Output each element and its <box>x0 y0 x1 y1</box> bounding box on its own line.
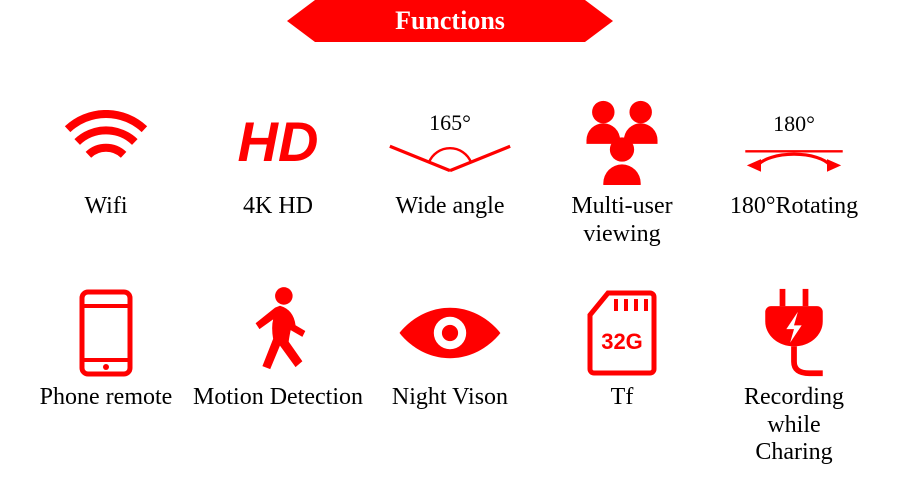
feature-label: Wide angle <box>396 193 505 221</box>
feature-tf: 32G Tf <box>536 288 708 467</box>
feature-grid: Wifi HD 4K HD 165° Wide angle <box>0 97 900 467</box>
feature-charging: Recording while Charing <box>708 288 880 467</box>
phone-icon <box>78 288 134 378</box>
rotating-degree-text: 180° <box>773 111 815 137</box>
feature-label: Motion Detection <box>193 384 363 412</box>
feature-hd: HD 4K HD <box>192 97 364 248</box>
rotating-icon: 180° <box>739 97 849 187</box>
plug-icon <box>754 288 834 378</box>
feature-wide-angle: 165° Wide angle <box>364 97 536 248</box>
feature-label: Tf <box>611 384 634 412</box>
feature-label: 4K HD <box>243 193 313 221</box>
feature-label: Wifi <box>84 193 127 221</box>
eye-icon <box>396 288 504 378</box>
sd-card-icon: 32G <box>586 288 658 378</box>
sd-capacity-text: 32G <box>601 329 643 354</box>
feature-multi-user: Multi-user viewing <box>536 97 708 248</box>
header-banner: Functions <box>315 0 585 42</box>
feature-label: Multi-user viewing <box>571 193 672 248</box>
feature-wifi: Wifi <box>20 97 192 248</box>
feature-label: 180°Rotating <box>730 193 858 221</box>
feature-phone-remote: Phone remote <box>20 288 192 467</box>
feature-label: Night Vison <box>392 384 508 412</box>
wide-angle-icon: 165° <box>385 97 515 187</box>
feature-night-vision: Night Vison <box>364 288 536 467</box>
feature-motion-detection: Motion Detection <box>192 288 364 467</box>
feature-label: Recording while Charing <box>744 384 844 467</box>
motion-icon <box>239 288 317 378</box>
hd-icon: HD <box>238 97 319 187</box>
multi-user-icon <box>572 97 672 187</box>
feature-rotating: 180° 180°Rotating <box>708 97 880 248</box>
wifi-icon <box>64 97 148 187</box>
feature-label: Phone remote <box>40 384 173 412</box>
angle-degree-text: 165° <box>429 110 471 136</box>
